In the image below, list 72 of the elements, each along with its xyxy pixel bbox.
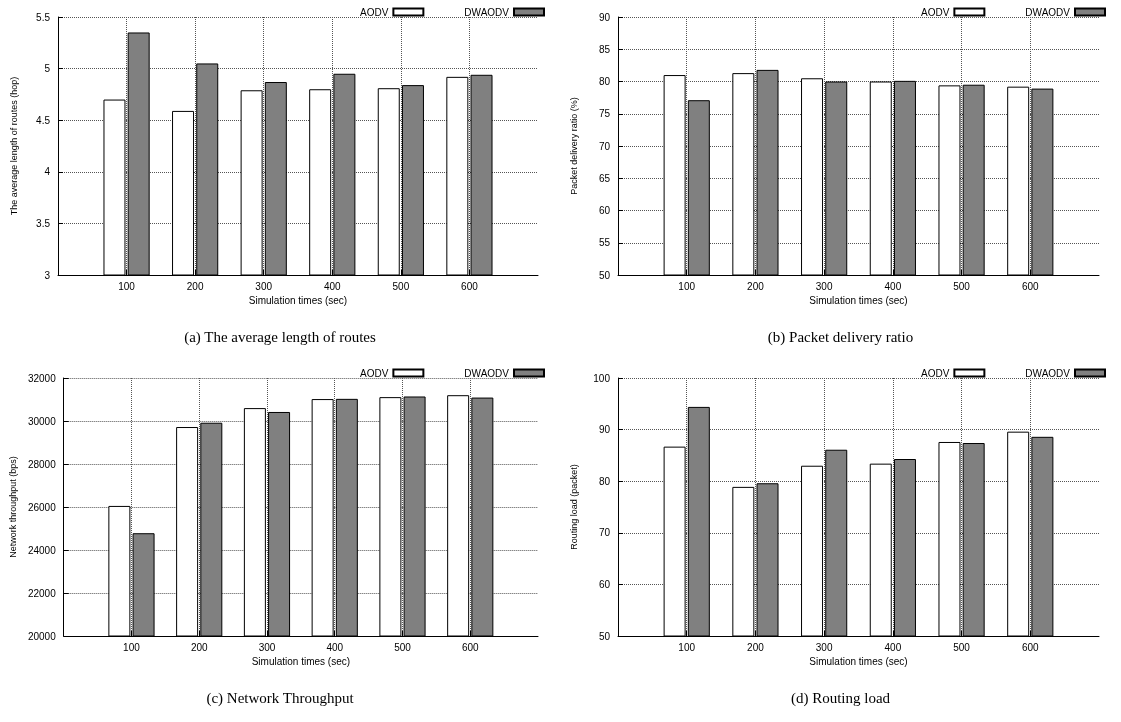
x-tick-label: 200 [190,641,208,653]
x-tick-label: 200 [186,280,204,292]
legend-label: AODV [921,6,950,18]
y-tick-label: 30000 [27,415,57,427]
legend-label: AODV [921,367,950,379]
x-tick-label: 400 [323,280,342,292]
y-tick-label: 4.5 [36,114,51,126]
y-tick-label: 60 [598,578,611,590]
x-tick-label: 400 [884,280,902,292]
y-tick-label: 60 [598,205,611,216]
x-tick-label: 600 [461,641,480,653]
y-axis-title: Network throughput (bps) [7,456,18,558]
x-tick-label: 300 [815,280,833,292]
y-tick-label: 80 [598,475,611,487]
legend-label: DWAODV [464,6,510,18]
x-tick-label: 100 [678,280,696,292]
legend-label: DWAODV [1025,6,1071,18]
x-tick-label: 600 [461,280,479,292]
x-tick-label: 600 [1021,641,1040,653]
y-tick-label: 55 [598,237,611,249]
x-tick-label: 600 [1021,280,1040,292]
y-tick-label: 70 [598,140,611,152]
y-tick-label: 5 [44,63,51,75]
y-tick-label: 22000 [27,587,57,599]
text: (c) Network Throughput [206,689,355,707]
y-tick-label: 80 [598,76,611,87]
x-tick-label: 500 [392,280,410,292]
x-tick-label: 300 [815,641,833,653]
y-tick-label: 5.5 [36,11,51,23]
text: (b) Packet delivery ratio [767,328,914,346]
y-tick-label: 20000 [27,630,57,642]
x-tick-label: 500 [953,280,971,292]
y-tick-label: 26000 [27,501,57,513]
x-tick-label: 200 [747,641,765,653]
x-axis-title: Simulation times (sec) [809,656,908,668]
legend-label: AODV [360,367,389,379]
y-tick-label: 90 [598,424,611,436]
legend-label: DWAODV [1025,367,1071,379]
y-tick-label: 50 [598,269,611,281]
y-tick-label: 3 [44,269,51,281]
x-tick-label: 100 [123,641,141,653]
y-tick-label: 85 [598,43,611,55]
y-axis-title: Routing load (packet) [568,464,579,550]
x-axis-title: Simulation times (sec) [809,295,908,307]
y-axis-title: The average length of routes (hop) [8,76,19,216]
y-tick-label: 32000 [27,372,57,384]
x-axis-title: Simulation times (sec) [251,656,351,668]
y-tick-label: 90 [598,11,611,23]
y-tick-label: 75 [598,108,611,120]
y-tick-label: 3.5 [36,217,51,229]
y-tick-label: 65 [598,172,611,184]
x-axis-title: Simulation times (sec) [248,295,348,307]
x-tick-label: 200 [747,280,765,292]
x-tick-label: 500 [394,641,412,653]
y-tick-label: 70 [598,527,611,539]
y-tick-label: 24000 [27,544,57,556]
text: (d) Routing load [790,689,891,707]
legend-label: AODV [360,6,389,18]
y-tick-label: 4 [44,166,51,178]
y-tick-label: 28000 [27,458,57,470]
x-tick-label: 400 [884,641,902,653]
x-tick-label: 100 [118,280,136,292]
y-tick-label: 50 [598,630,611,642]
y-tick-label: 100 [593,372,611,384]
x-tick-label: 300 [258,641,276,653]
x-tick-label: 500 [953,641,971,653]
x-tick-label: 400 [326,641,344,653]
y-axis-title: Packet delivery ratio (%) [568,97,579,195]
text: (a) The average length of routes [184,328,377,346]
x-tick-label: 100 [678,641,696,653]
legend-label: DWAODV [464,367,510,379]
x-tick-label: 300 [255,280,273,292]
